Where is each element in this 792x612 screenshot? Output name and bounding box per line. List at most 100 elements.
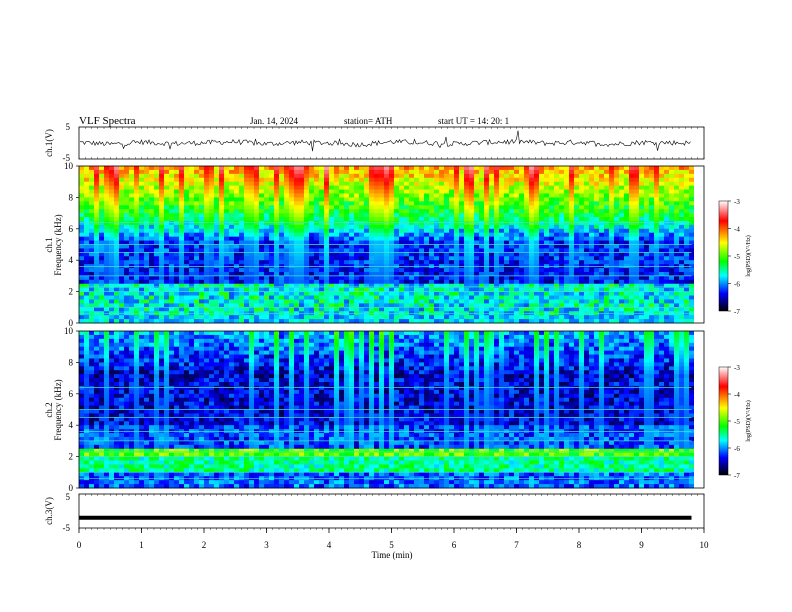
- spectrogram-cell: [449, 252, 455, 257]
- spectrogram-cell: [279, 291, 285, 296]
- spectrogram-cell: [279, 189, 285, 194]
- spectrogram-cell: [234, 228, 240, 234]
- spectrogram-cell: [639, 271, 645, 277]
- spectrogram-cell: [309, 166, 315, 171]
- spectrogram-cell: [539, 217, 545, 222]
- spectrogram-cell: [209, 295, 215, 300]
- spectrogram-cell: [144, 166, 150, 171]
- spectrogram-cell: [414, 319, 420, 324]
- spectrogram-cell: [689, 201, 695, 206]
- spectrogram-cell: [404, 166, 410, 171]
- spectrogram-cell: [419, 271, 425, 277]
- spectrogram-cell: [629, 295, 635, 300]
- spectrogram-cell: [419, 201, 425, 206]
- spectrogram-cell: [214, 185, 220, 190]
- spectrogram-cell: [354, 240, 360, 245]
- spectrogram-cell: [89, 228, 95, 234]
- spectrogram-cell: [529, 169, 535, 175]
- spectrogram-cell: [689, 287, 695, 293]
- spectrogram-cell: [254, 248, 260, 253]
- spectrogram-cell: [419, 299, 425, 304]
- spectrogram-cell: [114, 240, 120, 245]
- spectrogram-cell: [519, 185, 525, 190]
- spectrogram-cell: [669, 268, 675, 273]
- spectrogram-cell: [109, 205, 115, 210]
- spectrogram-cell: [614, 205, 620, 210]
- spectrogram-cell: [309, 275, 315, 281]
- spectrogram-cell: [399, 248, 405, 253]
- spectrogram-cell: [259, 166, 265, 171]
- spectrogram-cell: [639, 213, 645, 218]
- spectrogram-cell: [219, 169, 225, 175]
- spectrogram-cell: [584, 271, 590, 277]
- spectrogram-cell: [114, 228, 120, 234]
- spectrogram-cell: [264, 268, 270, 273]
- spectrogram-cell: [589, 307, 595, 312]
- spectrogram-cell: [379, 205, 385, 210]
- spectrogram-cell: [549, 319, 555, 324]
- spectrogram-cell: [394, 185, 400, 190]
- spectrogram-cell: [479, 217, 485, 222]
- spectrogram-cell: [139, 205, 145, 210]
- spectrogram-cell: [109, 213, 115, 218]
- spectrogram-cell: [234, 299, 240, 304]
- spectrogram-cell: [304, 260, 310, 265]
- spectrogram-cell: [494, 260, 500, 265]
- spectrogram-cell: [344, 279, 350, 285]
- spectrogram-cell: [649, 244, 655, 249]
- spectrogram-cell: [324, 201, 330, 206]
- spectrogram-cell: [289, 197, 295, 202]
- spectrogram-cell: [84, 224, 90, 230]
- spectrogram-cell: [219, 275, 225, 281]
- spectrogram-cell: [484, 209, 490, 214]
- spectrogram-cell: [534, 177, 540, 183]
- spectrogram-cell: [444, 220, 450, 226]
- spectrogram-cell: [649, 177, 655, 183]
- spectrogram-cell: [364, 303, 370, 308]
- spectrogram-cell: [394, 307, 400, 312]
- spectrogram-cell: [229, 295, 235, 300]
- spectrogram-cell: [344, 213, 350, 218]
- spectrogram-cell: [329, 169, 335, 175]
- spectrogram-cell: [164, 260, 170, 265]
- spectrogram-cell: [679, 166, 685, 171]
- spectrogram-cell: [579, 275, 585, 281]
- spectrogram-cell: [124, 185, 130, 190]
- spectrogram-cell: [209, 224, 215, 230]
- spectrogram-cell: [329, 205, 335, 210]
- spectrogram-cell: [179, 189, 185, 194]
- spectrogram-cell: [229, 244, 235, 249]
- spectrogram-cell: [644, 213, 650, 218]
- spectrogram-cell: [139, 236, 145, 241]
- spectrogram-cell: [169, 173, 175, 179]
- spectrogram-cell: [699, 271, 705, 277]
- spectrogram-cell: [314, 197, 320, 202]
- spectrogram-cell: [499, 193, 505, 198]
- spectrogram-cell: [109, 201, 115, 206]
- spectrogram-cell: [354, 181, 360, 187]
- spectrogram-cell: [339, 177, 345, 183]
- spectrogram-cell: [579, 181, 585, 187]
- spectrogram-cell: [589, 244, 595, 249]
- spectrogram-cell: [499, 169, 505, 175]
- spectrogram-cell: [184, 213, 190, 218]
- spectrogram-cell: [654, 268, 660, 273]
- spectrogram-cell: [549, 295, 555, 300]
- spectrogram-cell: [674, 256, 680, 261]
- spectrogram-cell: [319, 283, 325, 289]
- spectrogram-cell: [114, 213, 120, 218]
- spectrogram-cell: [104, 319, 110, 324]
- spectrogram-cell: [219, 166, 225, 171]
- spectrogram-cell: [139, 232, 145, 238]
- spectrogram-cell: [399, 201, 405, 206]
- spectrogram-cell: [339, 173, 345, 179]
- spectrogram-cell: [239, 291, 245, 296]
- spectrogram-cell: [399, 236, 405, 241]
- spectrogram-cell: [169, 319, 175, 324]
- spectrogram-cell: [444, 177, 450, 183]
- spectrogram-cell: [424, 291, 430, 296]
- spectrogram-cell: [364, 291, 370, 296]
- spectrogram-cell: [244, 240, 250, 245]
- spectrogram-cell: [419, 315, 425, 320]
- spectrogram-cell: [214, 299, 220, 304]
